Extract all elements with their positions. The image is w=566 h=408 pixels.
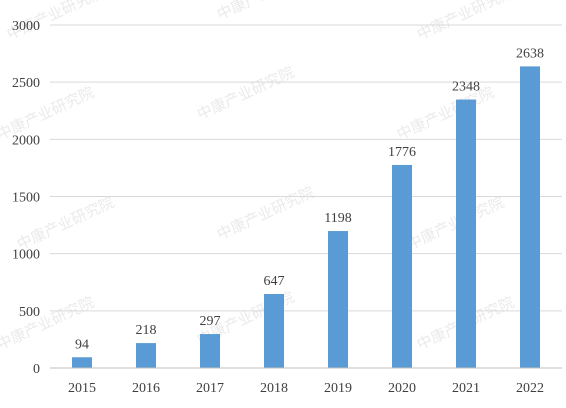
bar-2018	[264, 294, 284, 368]
x-tick-label-2020: 2020	[388, 381, 416, 396]
gridlines	[50, 24, 562, 312]
x-tick-label-2022: 2022	[516, 381, 544, 396]
data-label-2018: 647	[264, 274, 285, 289]
bar-2015	[72, 357, 92, 368]
data-label-2022: 2638	[516, 46, 544, 61]
y-tick-label: 0	[33, 362, 40, 377]
bar-2020	[392, 164, 412, 368]
x-tick-label-2015: 2015	[68, 381, 96, 396]
data-labels: 94 218 297 647 1198 1776 2348 2638	[75, 46, 544, 352]
y-tick-label: 2000	[12, 133, 40, 148]
x-axis-tick-labels: 2015 2016 2017 2018 2019 2020 2021 2022	[68, 381, 544, 396]
data-label-2019: 1198	[324, 211, 351, 226]
y-tick-label: 500	[19, 305, 40, 320]
y-tick-label: 1500	[12, 191, 40, 206]
bars	[72, 66, 540, 368]
x-tick-label-2016: 2016	[132, 381, 160, 396]
watermark-text: 中康产业研究院	[394, 83, 497, 144]
x-tick-label-2017: 2017	[196, 381, 224, 396]
x-tick-label-2018: 2018	[260, 381, 288, 396]
data-label-2021: 2348	[452, 80, 480, 95]
y-axis-tick-labels: 0 500 1000 1500 2000 2500 3000	[12, 19, 40, 377]
x-tick-label-2021: 2021	[452, 381, 480, 396]
watermark-text: 中康产业研究院	[194, 63, 297, 124]
x-tick-label-2019: 2019	[324, 381, 352, 396]
watermark-text: 中康产业研究院	[404, 193, 507, 254]
watermark-text: 中康产业研究院	[214, 0, 317, 24]
data-label-2020: 1776	[388, 145, 416, 160]
y-tick-label: 1000	[12, 248, 40, 263]
bar-2022	[520, 66, 540, 368]
bar-2021	[456, 99, 476, 368]
y-tick-label: 3000	[12, 19, 40, 34]
y-tick-label: 2500	[12, 76, 40, 91]
bar-2016	[136, 343, 156, 368]
data-label-2017: 297	[200, 314, 221, 329]
watermark-text: 中康产业研究院	[214, 183, 317, 244]
data-label-2016: 218	[136, 323, 157, 338]
watermark-text: 中康产业研究院	[414, 0, 517, 44]
bar-2017	[200, 334, 220, 368]
bar-2019	[328, 231, 348, 368]
data-label-2015: 94	[75, 337, 89, 352]
